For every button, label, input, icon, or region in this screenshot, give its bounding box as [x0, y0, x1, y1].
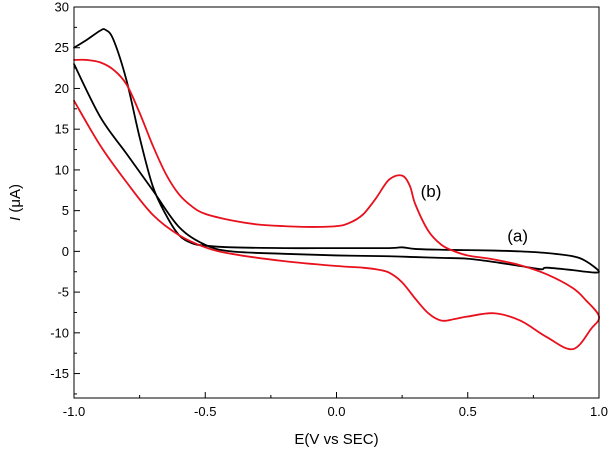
y-axis: -15 -10 -5 0 5 10 15 20 25 30 — [50, 0, 80, 395]
x-tick-label: -1.0 — [63, 404, 85, 419]
x-axis-title: E(V vs SEC) — [294, 431, 378, 448]
series-line-a — [73, 28, 600, 274]
x-tick-label: -0.5 — [194, 404, 216, 419]
y-tick-label: 15 — [55, 122, 69, 137]
y-tick-label: 25 — [55, 40, 69, 55]
plot-frame — [73, 6, 600, 399]
y-tick-label: 10 — [55, 162, 69, 177]
y-tick-label: 5 — [62, 203, 69, 218]
series-layer — [73, 28, 600, 351]
annotations: (a) (b) — [421, 182, 528, 246]
y-tick-label: -5 — [57, 285, 69, 300]
curve-label: (a) — [507, 227, 528, 246]
curve-label: (b) — [421, 182, 442, 201]
y-tick-label: 20 — [55, 81, 69, 96]
x-tick-label: 0.0 — [327, 404, 345, 419]
y-axis-title: I (μA) — [7, 184, 24, 221]
x-tick-label: 1.0 — [590, 404, 608, 419]
y-tick-label: 0 — [62, 244, 69, 259]
y-tick-label: 30 — [55, 0, 69, 15]
y-tick-label: -10 — [50, 325, 69, 340]
y-axis-symbol: I — [7, 217, 24, 221]
y-tick-label: -15 — [50, 366, 69, 381]
y-axis-unit: (μA) — [7, 184, 24, 213]
series-line-b — [73, 58, 600, 351]
x-tick-label: 0.5 — [459, 404, 477, 419]
x-axis: -1.0 -0.5 0.0 0.5 1.0 — [63, 392, 608, 419]
